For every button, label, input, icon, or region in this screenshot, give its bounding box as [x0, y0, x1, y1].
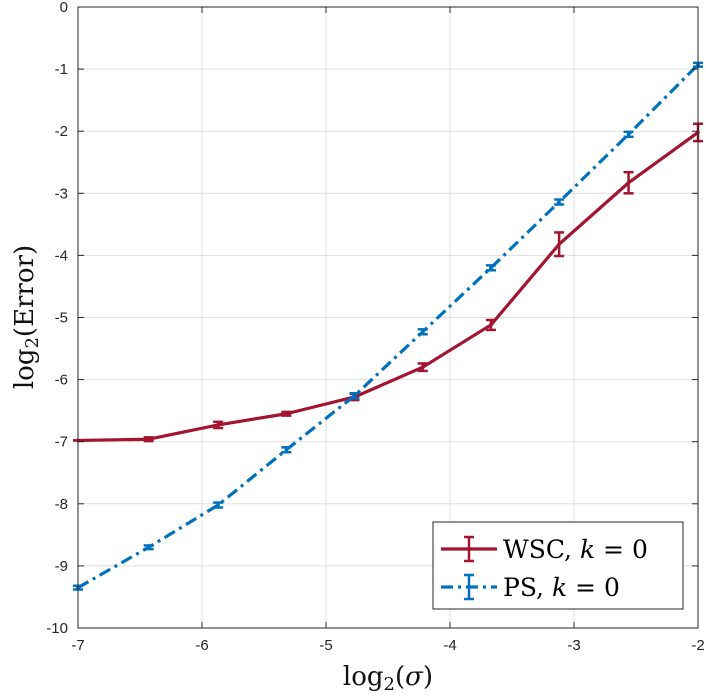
svg-text:log2(Error): log2(Error)	[10, 245, 43, 389]
legend-label-var: k	[580, 535, 595, 564]
error-bar	[554, 231, 565, 258]
series-line	[77, 131, 699, 443]
error-bar	[349, 392, 360, 400]
data-point	[352, 393, 357, 398]
error-bar	[417, 328, 428, 336]
y-axis-title-arg: (Error)	[10, 245, 40, 337]
x-tick-label: -5	[319, 637, 332, 654]
y-axis-title-base: 2	[22, 337, 43, 348]
y-tick-label: -10	[46, 620, 68, 637]
ticks: -7 -6 -5 -4 -3 -2 0 -1 -2 -3 -4 -5 -6 -7 -8 -9 -10	[46, 0, 704, 654]
legend: WSC, k = 0PS, k = 0	[432, 521, 684, 610]
legend-box	[432, 521, 684, 610]
data-point	[557, 242, 561, 247]
error-bar	[554, 198, 565, 206]
data-point	[626, 132, 631, 137]
y-axis-title: log2(Error)	[10, 245, 43, 389]
error-bar	[213, 420, 224, 430]
data-point	[489, 266, 493, 270]
x-tick-label: -6	[195, 637, 208, 654]
y-tick-label: -1	[55, 61, 68, 78]
error-bar	[281, 410, 292, 417]
legend-entry-ps: PS, k = 0	[441, 573, 620, 602]
error-bar	[281, 446, 292, 454]
x-axis-title-close: )	[423, 662, 433, 692]
legend-label-rel: = 0	[595, 535, 648, 564]
error-bar	[485, 264, 496, 272]
error-bar	[143, 436, 154, 443]
data-point	[420, 329, 425, 334]
legend-label-name: PS,	[503, 573, 552, 602]
data-point	[489, 323, 493, 327]
y-tick-label: -3	[55, 185, 68, 202]
x-tick-label: -4	[443, 637, 456, 654]
data-point	[216, 423, 220, 427]
error-bar	[485, 318, 496, 332]
series-ps	[73, 61, 703, 591]
y-tick-label: -5	[55, 310, 68, 327]
error-bar	[623, 170, 634, 195]
error-bar	[623, 130, 634, 139]
series-layer	[73, 61, 703, 591]
legend-label: PS, k = 0	[503, 573, 620, 602]
y-axis-title-fn: log	[10, 349, 40, 390]
x-axis-title: log2(σ)	[343, 662, 433, 695]
x-axis-title-fn: log	[343, 662, 384, 692]
legend-label: WSC, k = 0	[503, 535, 648, 564]
error-bar	[417, 362, 428, 373]
data-point	[216, 503, 220, 507]
y-tick-label: 0	[60, 0, 68, 16]
y-tick-label: -8	[55, 496, 68, 513]
y-tick-label: -6	[55, 372, 68, 389]
y-tick-label: -9	[55, 558, 68, 575]
y-tick-label: -4	[55, 247, 68, 264]
x-axis-title-base: 2	[384, 674, 395, 695]
legend-entry-wsc: WSC, k = 0	[441, 535, 648, 564]
data-point	[284, 411, 289, 416]
legend-label-var: k	[552, 573, 567, 602]
legend-label-name: WSC,	[503, 535, 580, 564]
series-line	[77, 63, 700, 590]
x-tick-label: -2	[691, 637, 704, 654]
x-tick-label: -3	[567, 637, 580, 654]
data-point	[146, 437, 151, 442]
x-tick-label: -7	[71, 637, 84, 654]
error-bar	[143, 544, 154, 551]
y-tick-label: -2	[55, 123, 68, 140]
data-point	[557, 200, 561, 204]
x-axis-title-open: (	[395, 662, 405, 692]
y-tick-label: -7	[55, 434, 68, 451]
x-axis-title-var: σ	[405, 662, 424, 692]
data-point	[146, 545, 151, 550]
grid	[77, 6, 699, 629]
data-point	[626, 180, 631, 185]
legend-label-rel: = 0	[567, 573, 620, 602]
data-point	[420, 365, 425, 369]
data-point	[284, 447, 289, 452]
error-bar	[213, 501, 224, 509]
